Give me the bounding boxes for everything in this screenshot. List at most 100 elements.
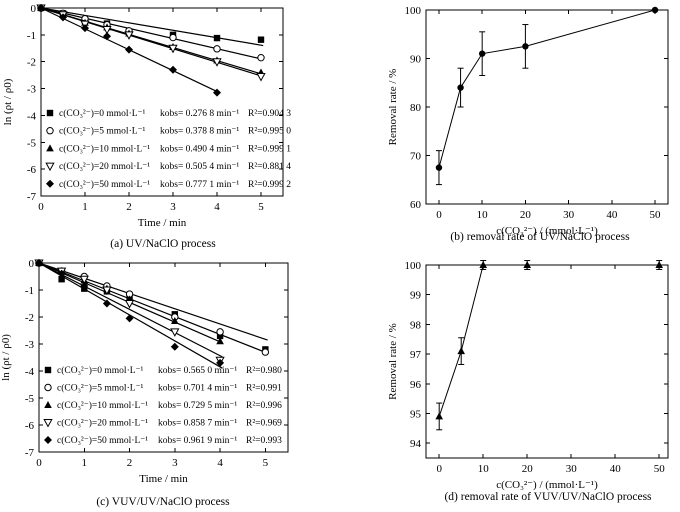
- data-point: [435, 164, 443, 171]
- legend-kobs: kobs= 0.276 8 min⁻¹: [160, 109, 239, 119]
- legend-kobs: kobs= 0.378 8 min⁻¹: [160, 127, 239, 137]
- x-tick-label: 10: [477, 209, 489, 221]
- x-tick-label: 4: [217, 457, 223, 469]
- legend-label: c(CO₃²⁻)=0 mmol·L⁻¹: [57, 365, 144, 376]
- series-line: [438, 9, 656, 168]
- data-point: [102, 286, 112, 296]
- x-tick-label: 1: [82, 457, 88, 469]
- legend-r2: R²=0.980: [246, 366, 282, 376]
- x-tick-label: 0: [36, 457, 42, 469]
- y-tick-label: 100: [405, 5, 422, 17]
- y-tick-label: -7: [25, 447, 35, 459]
- data-point: [478, 50, 486, 57]
- x-tick-label: 30: [566, 463, 578, 475]
- x-tick-label: 40: [606, 209, 618, 221]
- legend-kobs: kobs= 0.490 4 min⁻¹: [160, 144, 239, 154]
- x-tick-label: 2: [127, 457, 133, 469]
- data-point: [35, 259, 43, 267]
- y-tick-label: -1: [25, 285, 34, 297]
- plot-frame: [40, 7, 284, 197]
- x-tick-label: 1: [82, 201, 88, 213]
- legend-kobs: kobs= 0.701 4 min⁻¹: [158, 384, 237, 394]
- data-point: [125, 45, 133, 54]
- x-tick-label: 2: [126, 201, 132, 213]
- x-tick-label: 0: [436, 209, 442, 221]
- legend-marker: [46, 109, 54, 117]
- plot-frame: [38, 262, 289, 453]
- chart-panel-a: 0 1 2 3 4 5 0 -1 -2 -3 -4 -5 -6 -7 Time / min ln (ρt / …: [2, 3, 291, 250]
- legend-label: c(CO₃²⁻)=0 mmol·L⁻¹: [59, 108, 146, 119]
- y-axis-label: ln (ρt / ρ0): [2, 78, 14, 125]
- data-point: [80, 281, 89, 290]
- legend-label: c(CO₃²⁻)=20 mmol·L⁻¹: [57, 418, 148, 429]
- y-tick-label: -5: [25, 393, 35, 405]
- data-point: [213, 45, 221, 53]
- y-tick-label: -4: [27, 110, 37, 122]
- legend-marker: [46, 144, 54, 152]
- legend-label: c(CO₃²⁻)=20 mmol·L⁻¹: [59, 161, 150, 172]
- y-tick-label: 60: [410, 199, 422, 211]
- legend-label: c(CO₃²⁻)=10 mmol·L⁻¹: [59, 143, 150, 154]
- series-0: c(CO₃²⁻)=0 mmol·L⁻¹ kobs= 0.276 8 min⁻¹ R²…: [37, 4, 291, 119]
- x-axis-label: c(CO₃²⁻) / (mmol·L⁻¹): [496, 225, 598, 237]
- data-point: [655, 261, 663, 268]
- series-4: c(CO₃²⁻)=50 mmol·L⁻¹ kobs= 0.777 1 min⁻¹ R…: [37, 4, 291, 190]
- y-tick-label: -2: [27, 57, 36, 69]
- data-point: [37, 4, 45, 12]
- y-tick-label: 98: [410, 319, 422, 331]
- series-1: c(CO₃²⁻)=5 mmol·L⁻¹ kobs= 0.378 8 min⁻¹ R²…: [37, 4, 291, 137]
- data-point: [216, 358, 225, 367]
- data-point: [651, 6, 659, 14]
- y-tick-label: -1: [27, 30, 36, 42]
- legend-r2: R²=0.996: [246, 401, 282, 411]
- x-axis-label: Time / min: [139, 473, 188, 485]
- legend-marker: [46, 179, 54, 188]
- data-point: [124, 31, 134, 40]
- data-point: [170, 342, 179, 351]
- data-point: [257, 36, 265, 43]
- data-point: [169, 65, 177, 74]
- y-tick-label: -6: [25, 420, 35, 432]
- y-tick-label: 70: [410, 151, 422, 163]
- data-point: [103, 32, 111, 41]
- data-point: [457, 347, 465, 355]
- legend-r2: R²=0.993: [246, 436, 282, 446]
- legend-marker: [44, 401, 52, 408]
- data-point: [125, 314, 134, 323]
- x-axis-label: c(CO₃²⁻) / (mmol·L⁻¹): [496, 479, 598, 491]
- y-tick-label: 96: [410, 379, 422, 391]
- y-tick-label: 0: [31, 3, 37, 15]
- y-axis-label: ln (ρt / ρ0): [0, 334, 12, 381]
- x-tick-label: 20: [522, 463, 534, 475]
- legend-r2: R²=0.881 4: [248, 162, 291, 172]
- legend-marker: [43, 419, 53, 428]
- legend-r2: R²=0.904 3: [248, 109, 291, 119]
- legend-marker: [44, 383, 52, 392]
- data-point: [171, 317, 179, 325]
- x-tick-label: 30: [563, 209, 575, 221]
- x-tick-label: 10: [478, 463, 490, 475]
- series-line: [438, 264, 660, 417]
- series-0: [435, 260, 663, 431]
- y-tick-label: -3: [27, 84, 37, 96]
- data-point: [457, 84, 464, 91]
- data-point: [216, 337, 224, 345]
- plot-frame: [425, 264, 669, 459]
- y-tick-label: 100: [405, 260, 422, 272]
- panel-caption: (a) UV/NaClO process: [110, 238, 216, 250]
- data-point: [102, 299, 111, 308]
- series-4: c(CO₃²⁻)=50 mmol·L⁻¹ kobs= 0.961 9 min⁻¹ R…: [35, 259, 282, 446]
- data-point: [170, 328, 180, 337]
- y-tick-label: 99: [410, 290, 422, 302]
- data-point: [435, 412, 443, 420]
- y-tick-label: -5: [27, 137, 37, 149]
- y-axis-label: Removal rate / %: [387, 323, 399, 400]
- legend-kobs: kobs= 0.505 4 min⁻¹: [160, 162, 239, 172]
- chart-panel-d: 0 10 20 30 40 50 94 95 96 97 98 99 100 c(CO₃²⁻) / (mm…: [387, 260, 669, 503]
- y-tick-label: 94: [410, 438, 422, 450]
- y-tick-label: 97: [410, 349, 422, 361]
- legend-marker: [44, 366, 52, 374]
- data-point: [522, 43, 529, 50]
- legend-kobs: kobs= 0.858 7 min⁻¹: [158, 419, 237, 429]
